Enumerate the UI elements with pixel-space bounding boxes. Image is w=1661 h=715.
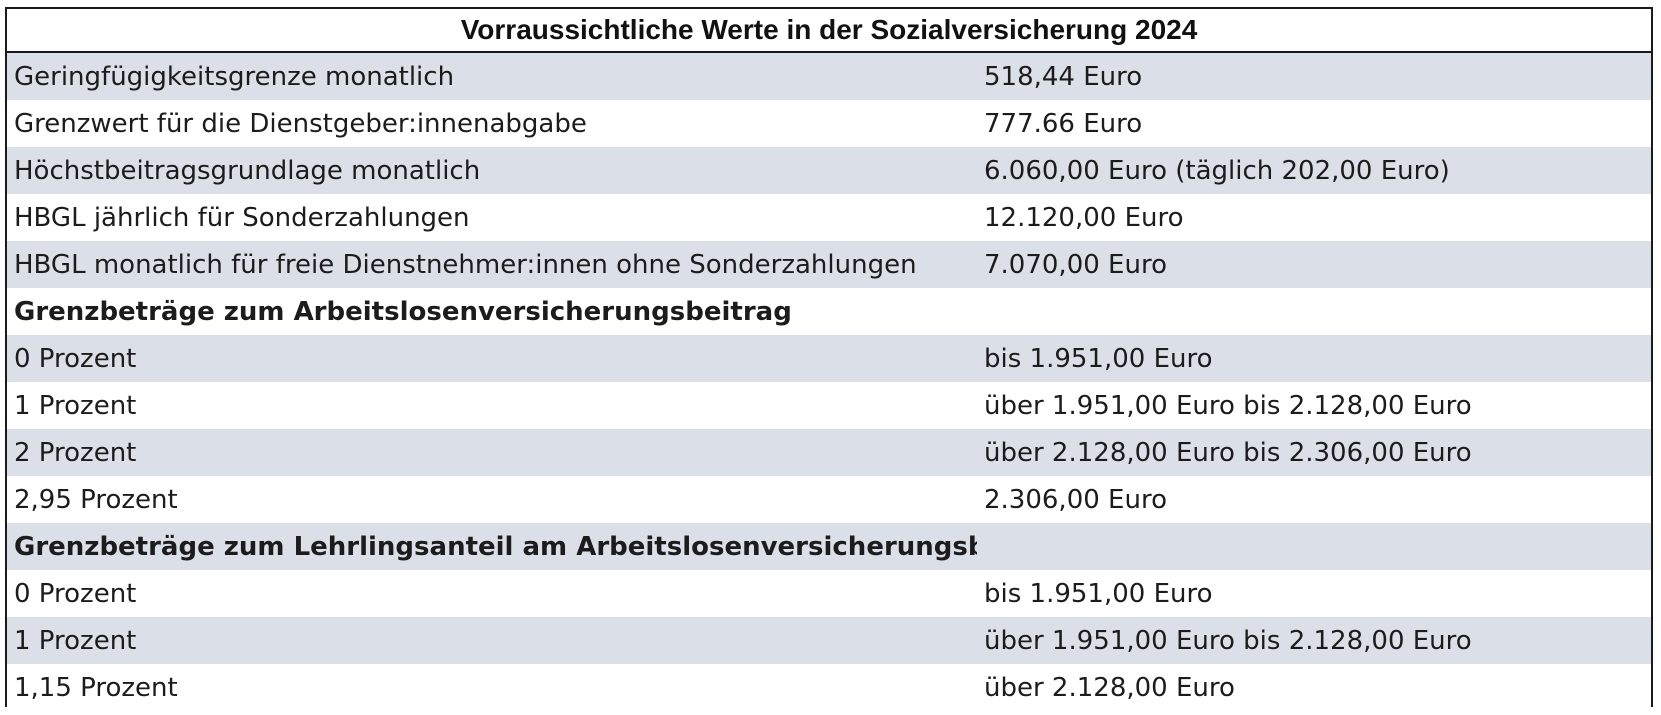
section-heading: Grenzbeträge zum Lehrlingsanteil am Arbe… <box>7 523 977 570</box>
table-row: HBGL monatlich für freie Dienstnehmer:in… <box>7 241 1651 288</box>
row-value: 12.120,00 Euro <box>977 194 1651 241</box>
row-label: HBGL jährlich für Sonderzahlungen <box>7 194 977 241</box>
table-row: 1,15 Prozent über 2.128,00 Euro <box>7 664 1651 711</box>
row-value: 2.306,00 Euro <box>977 476 1651 523</box>
table-row: 0 Prozent bis 1.951,00 Euro <box>7 570 1651 617</box>
table-row: 2,95 Prozent 2.306,00 Euro <box>7 476 1651 523</box>
values-table: Vorraussichtliche Werte in der Sozialver… <box>7 9 1651 711</box>
values-table-frame: Vorraussichtliche Werte in der Sozialver… <box>5 7 1653 711</box>
row-value: über 2.128,00 Euro bis 2.306,00 Euro <box>977 429 1651 476</box>
table-title: Vorraussichtliche Werte in der Sozialver… <box>7 9 1651 53</box>
row-label: 0 Prozent <box>7 570 977 617</box>
row-value: über 2.128,00 Euro <box>977 664 1651 711</box>
table-row: Höchstbeitragsgrundlage monatlich 6.060,… <box>7 147 1651 194</box>
section-header-row: Grenzbeträge zum Lehrlingsanteil am Arbe… <box>7 523 1651 570</box>
row-label: Höchstbeitragsgrundlage monatlich <box>7 147 977 194</box>
section-header-row: Grenzbeträge zum Arbeitslosenversicherun… <box>7 288 1651 335</box>
row-value: 6.060,00 Euro (täglich 202,00 Euro) <box>977 147 1651 194</box>
row-value: 777.66 Euro <box>977 100 1651 147</box>
row-label: Geringfügigkeitsgrenze monatlich <box>7 52 977 100</box>
table-row: 1 Prozent über 1.951,00 Euro bis 2.128,0… <box>7 617 1651 664</box>
row-label: 0 Prozent <box>7 335 977 382</box>
row-label: 2 Prozent <box>7 429 977 476</box>
table-row: 2 Prozent über 2.128,00 Euro bis 2.306,0… <box>7 429 1651 476</box>
row-value <box>977 523 1651 570</box>
table-row: Grenzwert für die Dienstgeber:innenabgab… <box>7 100 1651 147</box>
row-label: 1 Prozent <box>7 382 977 429</box>
row-value: bis 1.951,00 Euro <box>977 335 1651 382</box>
row-label: 2,95 Prozent <box>7 476 977 523</box>
table-row: HBGL jährlich für Sonderzahlungen 12.120… <box>7 194 1651 241</box>
table-row: 0 Prozent bis 1.951,00 Euro <box>7 335 1651 382</box>
row-value: 7.070,00 Euro <box>977 241 1651 288</box>
row-label: 1,15 Prozent <box>7 664 977 711</box>
table-body: Geringfügigkeitsgrenze monatlich 518,44 … <box>7 52 1651 711</box>
table-row: Geringfügigkeitsgrenze monatlich 518,44 … <box>7 52 1651 100</box>
section-heading: Grenzbeträge zum Arbeitslosenversicherun… <box>7 288 977 335</box>
row-value: über 1.951,00 Euro bis 2.128,00 Euro <box>977 382 1651 429</box>
row-value: 518,44 Euro <box>977 52 1651 100</box>
row-value <box>977 288 1651 335</box>
row-label: Grenzwert für die Dienstgeber:innenabgab… <box>7 100 977 147</box>
row-label: HBGL monatlich für freie Dienstnehmer:in… <box>7 241 977 288</box>
table-row: 1 Prozent über 1.951,00 Euro bis 2.128,0… <box>7 382 1651 429</box>
row-label: 1 Prozent <box>7 617 977 664</box>
row-value: über 1.951,00 Euro bis 2.128,00 Euro <box>977 617 1651 664</box>
row-value: bis 1.951,00 Euro <box>977 570 1651 617</box>
